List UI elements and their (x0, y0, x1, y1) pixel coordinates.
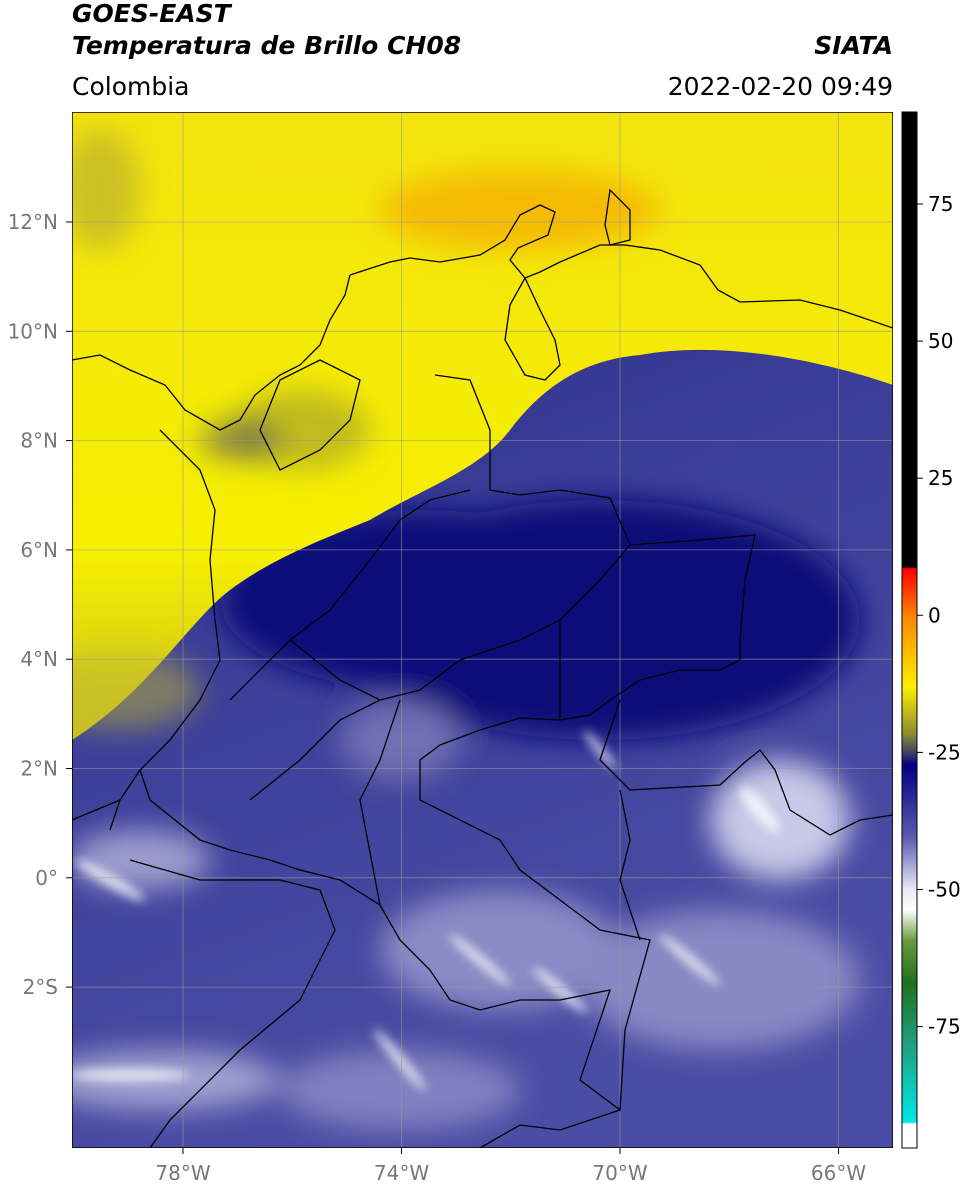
colorbar-label: -75 (928, 1015, 961, 1039)
lat-label: 4°N (20, 647, 58, 671)
lat-label: 2°N (20, 757, 58, 781)
borders (72, 188, 893, 1148)
lat-label: 2°S (23, 975, 58, 999)
colorbar-label: 50 (928, 329, 953, 353)
lon-label: 70°W (592, 1161, 647, 1185)
lon-label: 78°W (155, 1161, 210, 1185)
product: Temperatura de Brillo CH08 (72, 31, 461, 60)
lat-label: 0° (35, 866, 58, 890)
lon-label: 66°W (811, 1161, 866, 1185)
datetime: 2022-02-20 09:49 (668, 72, 893, 101)
lon-label: 74°W (374, 1161, 429, 1185)
colorbar-label: 0 (928, 603, 941, 627)
graticule (72, 112, 893, 1148)
lat-label: 10°N (8, 319, 58, 343)
lat-label: 12°N (8, 210, 58, 234)
lat-label: 8°N (20, 429, 58, 453)
labels: 12°N 10°N 8°N 6°N 4°N 2°N 0° 2°S 78°W 74°W 70°W 66°… (8, 192, 961, 1185)
source: SIATA (814, 31, 893, 60)
satellite: GOES-EAST (72, 0, 233, 28)
colorbar-label: 75 (928, 192, 953, 216)
satellite-image (72, 112, 893, 1148)
colorbar-label: -50 (928, 878, 961, 902)
colorbar (901, 111, 918, 1149)
lat-label: 6°N (20, 538, 58, 562)
colorbar-label: -25 (928, 740, 961, 764)
colorbar-label: 25 (928, 466, 953, 490)
region: Colombia (72, 72, 189, 101)
